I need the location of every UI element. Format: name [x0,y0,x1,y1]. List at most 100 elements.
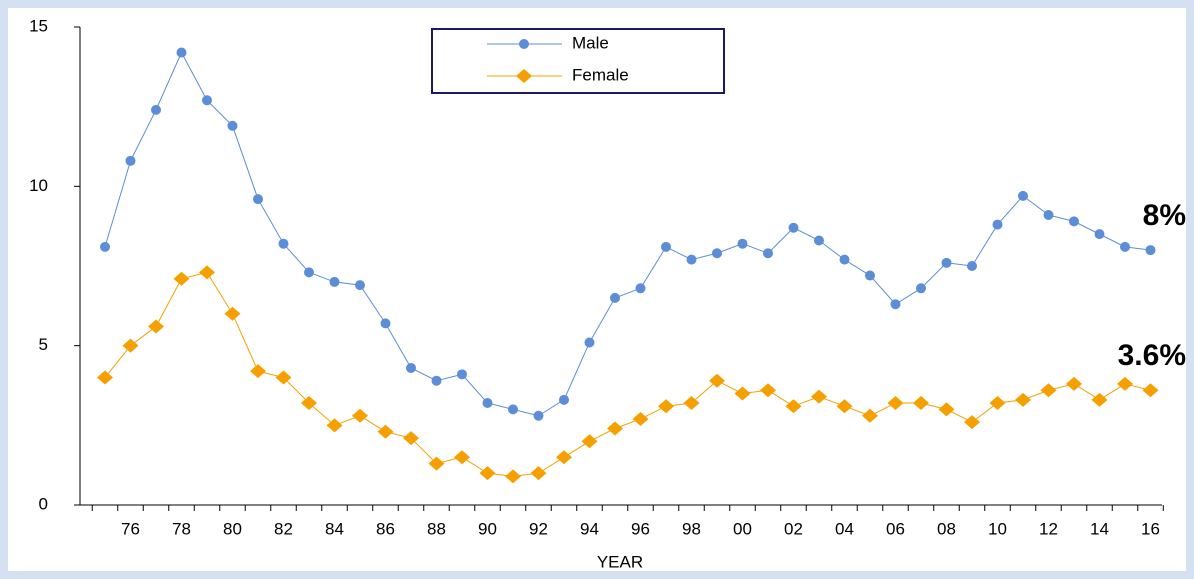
point [278,238,289,249]
x-tick-label: 94 [580,519,599,538]
point [862,408,878,423]
point [301,396,317,411]
point [989,396,1006,411]
x-tick-label: 04 [835,519,854,538]
y-tick-label: 10 [29,176,48,195]
point [584,337,595,348]
x-tick-label: 14 [1090,519,1109,538]
point [1120,241,1130,252]
point [148,319,164,334]
point [887,396,904,411]
point [326,418,343,433]
point [304,267,314,278]
series-line [104,51,1151,417]
point [788,222,799,233]
point [964,415,980,430]
point [329,276,340,287]
point [355,280,365,291]
point [967,261,977,271]
point [457,369,467,380]
point [454,450,470,465]
point [811,389,827,404]
point [581,434,598,449]
point [377,424,394,439]
x-tick-label: 84 [325,519,344,538]
point [1091,392,1108,407]
point [814,235,824,246]
point [865,270,875,281]
point [176,47,187,58]
x-tick-label: 82 [274,519,293,538]
x-tick-label: 02 [784,519,803,538]
legend-marker [516,69,532,83]
point [1069,216,1079,227]
x-tick-label: 90 [478,519,497,538]
point [100,241,110,252]
point [275,370,292,385]
point [763,248,773,259]
point [686,254,697,265]
x-tick-label: 08 [937,519,956,538]
point [253,194,263,205]
x-tick-label: 86 [376,519,395,538]
legend-label: Male [572,33,609,52]
point [122,338,139,353]
point [428,456,445,471]
y-tick-label: 15 [29,16,48,35]
point [737,238,748,249]
legend-label: Female [572,65,629,84]
point [610,292,620,303]
point [380,318,391,329]
x-tick-label: 10 [988,519,1007,538]
point [709,373,725,388]
y-tick-label: 0 [39,494,48,513]
x-tick-label: 78 [172,519,191,538]
point [508,404,518,415]
point [97,370,113,385]
x-tick-label: 96 [631,519,650,538]
point [479,466,496,481]
x-tick-label: 16 [1141,519,1160,538]
point [785,399,802,414]
annotation: 3.6% [1118,339,1186,372]
point [760,383,776,398]
point [125,155,136,166]
point [1015,392,1031,407]
point [916,283,926,294]
x-tick-label: 12 [1039,519,1058,538]
y-tick-label: 5 [39,335,48,354]
point [635,283,646,294]
x-axis-title: YEAR [597,552,643,571]
point [992,219,1003,230]
point [1018,190,1028,201]
x-tick-label: 06 [886,519,905,538]
point [607,421,623,436]
point [890,299,901,310]
point [403,431,419,446]
point [556,450,572,465]
point [199,265,215,280]
point [1094,229,1105,240]
point [224,306,241,321]
annotation: 8% [1143,199,1186,232]
legend-marker [519,39,529,49]
x-tick-label: 76 [121,519,140,538]
point [1142,383,1159,398]
point [227,120,238,131]
point [406,362,416,373]
point [352,408,368,423]
point [839,254,850,265]
point [1145,245,1156,256]
point [533,410,544,421]
x-tick-label: 00 [733,519,752,538]
point [938,402,955,417]
point [913,396,929,411]
point [1066,376,1082,391]
x-tick-label: 98 [682,519,701,538]
point [505,469,521,484]
point [712,248,722,259]
point [683,396,700,411]
point [530,466,547,481]
point [431,375,442,386]
